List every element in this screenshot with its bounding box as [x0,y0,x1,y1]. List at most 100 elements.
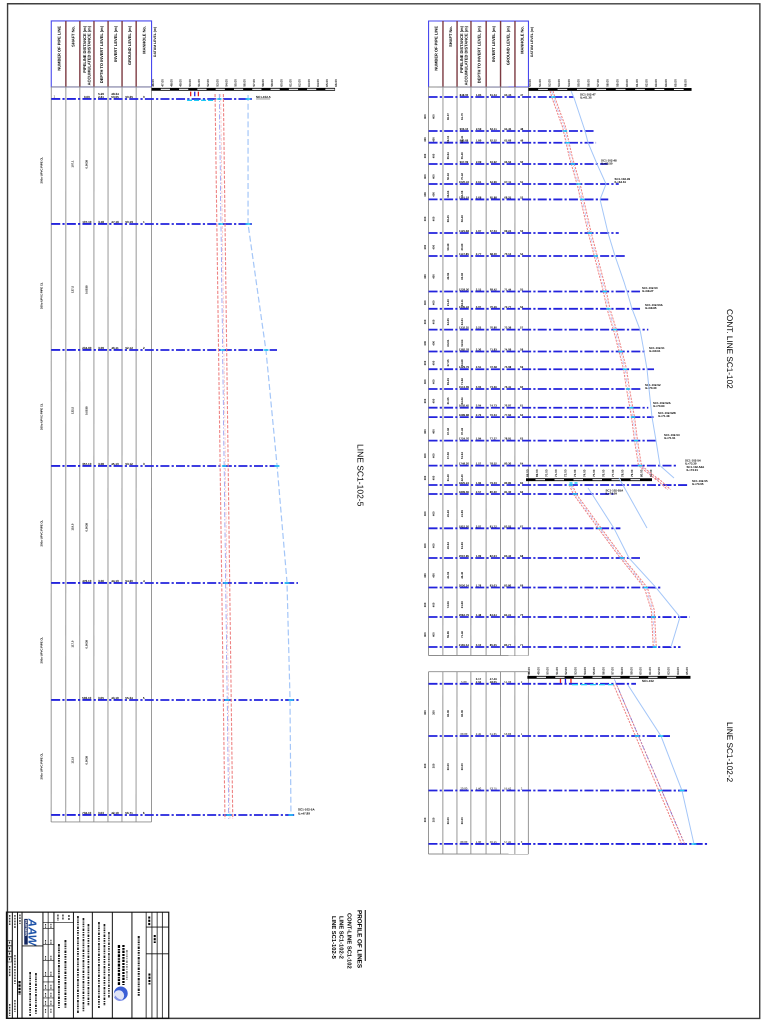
svg-text:400: 400 [431,511,435,516]
svg-text:74.73: 74.73 [490,404,497,408]
svg-text:400: 400 [432,398,436,403]
svg-text:64.00: 64.00 [676,667,680,675]
svg-text:55.34: 55.34 [125,696,133,700]
svg-text:2.59: 2.59 [476,127,482,131]
svg-text:1020.43: 1020.43 [459,180,470,184]
svg-text:300: 300 [423,340,427,345]
svg-text:967.09: 967.09 [460,160,469,164]
svg-text:3.09: 3.09 [98,346,104,350]
svg-text:2.45: 2.45 [476,732,482,736]
svg-text:1513.09: 1513.09 [459,385,470,389]
svg-text:81.30: 81.30 [504,490,511,494]
svg-text:0.0038: 0.0038 [84,755,88,764]
svg-text:51.00: 51.00 [555,667,559,675]
svg-text:61.70: 61.70 [460,113,464,120]
svg-text:50.05: 50.05 [111,95,119,99]
svg-text:63.41: 63.41 [460,135,464,142]
svg-text:84.64: 84.64 [490,613,497,617]
svg-text:476.10: 476.10 [82,579,92,583]
svg-text:234.60: 234.60 [82,346,92,350]
svg-text:SC1-102-5: SC1-102-5 [256,95,271,99]
svg-text:75.08: 75.08 [504,365,511,369]
svg-text:48.05: 48.05 [490,680,497,684]
svg-text:1382.78: 1382.78 [459,348,470,352]
svg-text:60.00: 60.00 [446,817,450,824]
svg-text:400: 400 [431,573,435,578]
svg-text:200o UPVC PIPE CL: 200o UPVC PIPE CL [39,520,43,547]
svg-text:2036.24: 2036.24 [459,584,470,588]
svg-text:DATUM LEVEL (m): DATUM LEVEL (m) [530,27,534,57]
svg-text:1.89: 1.89 [476,139,482,143]
svg-text:61.00: 61.00 [288,79,292,87]
svg-text:GROUND LEVEL (m): GROUND LEVEL (m) [127,25,132,65]
svg-text:3.06: 3.06 [98,579,104,583]
svg-text:65.69: 65.69 [504,139,511,143]
svg-text:LINE SC1-102-2: LINE SC1-102-2 [725,722,734,783]
svg-text:73.00: 73.00 [573,469,577,477]
svg-text:57.45: 57.45 [504,840,511,844]
svg-text:SC1-102-55A: SC1-102-55A [606,489,625,493]
svg-text:400: 400 [431,632,435,637]
svg-text:107.10: 107.10 [82,220,92,224]
svg-text:54.20: 54.20 [125,579,133,583]
svg-text:IL=63.50: IL=63.50 [601,162,613,166]
svg-text:IL=70.83: IL=70.83 [653,404,665,408]
svg-text:65.00: 65.00 [325,79,329,87]
svg-text:IL=69.61: IL=69.61 [649,349,661,353]
svg-text:DATUM LEVEL (m): DATUM LEVEL (m) [153,27,157,57]
svg-text:NUMBER OF PIPE LINE: NUMBER OF PIPE LINE [434,26,439,71]
svg-text:71.44: 71.44 [504,288,511,292]
svg-text:ACCUMULATED DISTANCE (m): ACCUMULATED DISTANCE (m) [463,25,468,85]
svg-text:DEPTH TO INVERT LEVEL (m): DEPTH TO INVERT LEVEL (m) [99,25,104,83]
svg-text:704.10: 704.10 [82,811,92,815]
svg-text:SC1-102-51: SC1-102-51 [649,346,665,350]
svg-text:1602.45: 1602.45 [459,404,470,408]
svg-text:51: 51 [520,180,524,184]
svg-text:88.45: 88.45 [446,215,450,222]
svg-text:77.27: 77.27 [490,437,497,441]
svg-text:1332.25: 1332.25 [459,326,470,330]
svg-text:78.52: 78.52 [490,462,497,466]
svg-text:65.88: 65.88 [490,195,497,199]
svg-text:1724.76: 1724.76 [459,437,470,441]
svg-text:2: 2 [521,680,523,684]
svg-text:3.07: 3.07 [476,524,482,528]
svg-text:63: 63 [520,437,524,441]
svg-text:59.00: 59.00 [629,667,633,675]
svg-text:400: 400 [432,137,436,142]
svg-text:300: 300 [423,379,427,384]
svg-text:300: 300 [423,360,427,365]
svg-text:54.00: 54.00 [583,667,587,675]
svg-text:0.0038: 0.0038 [85,406,89,415]
svg-text:127.5: 127.5 [71,286,75,293]
svg-text:LINE SC1-102-5: LINE SC1-102-5 [330,916,337,960]
svg-text:69.49: 69.49 [446,378,450,385]
svg-text:62.11: 62.11 [490,127,497,131]
svg-text:IL=68.27: IL=68.27 [642,289,654,293]
svg-text:NUMBER OF PIPE LINE: NUMBER OF PIPE LINE [56,26,61,71]
svg-text:300: 300 [423,244,427,249]
svg-text:60.00: 60.00 [460,709,464,716]
svg-text:64.00: 64.00 [316,79,320,87]
svg-text:IL=70.30: IL=70.30 [645,386,657,390]
svg-text:5: 5 [143,696,145,700]
svg-text:50.00: 50.00 [188,79,192,87]
svg-text:400: 400 [432,319,436,324]
svg-text:80.00: 80.00 [460,840,467,844]
svg-text:47.46: 47.46 [490,677,497,681]
svg-text:IL=68.85: IL=68.85 [645,306,657,310]
svg-text:930.68: 930.68 [460,139,469,143]
svg-text:62.00: 62.00 [644,79,648,87]
svg-text:PIPELINE DISTANCE (m): PIPELINE DISTANCE (m) [459,25,464,72]
svg-text:42.19: 42.19 [111,811,119,815]
svg-text:69.24: 69.24 [504,229,511,233]
svg-text:CONT-LINE SC1-102: CONT-LINE SC1-102 [345,913,352,969]
svg-text:2.51: 2.51 [476,365,482,369]
svg-text:67.11: 67.11 [504,180,511,184]
svg-text:72.77: 72.77 [504,305,511,309]
svg-text:5.00: 5.00 [461,680,467,684]
svg-text:58.00: 58.00 [620,667,624,675]
svg-text:IL=71.91: IL=71.91 [664,436,676,440]
svg-text:65: 65 [520,481,524,485]
svg-text:58.00: 58.00 [261,79,265,87]
